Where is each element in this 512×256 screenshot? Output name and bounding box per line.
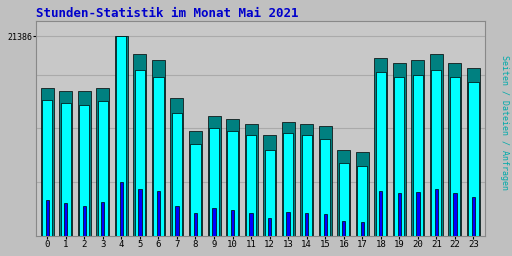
Bar: [435, 189, 438, 236]
Bar: [157, 191, 160, 236]
Bar: [115, 36, 128, 236]
Bar: [172, 113, 182, 236]
Bar: [324, 215, 327, 236]
Bar: [393, 63, 406, 236]
Bar: [227, 131, 238, 236]
Bar: [98, 101, 108, 236]
Bar: [342, 221, 346, 236]
Bar: [138, 189, 141, 236]
Bar: [116, 36, 126, 236]
Bar: [268, 218, 271, 236]
Bar: [101, 202, 104, 236]
Text: Seiten / Dateien / Anfragen: Seiten / Dateien / Anfragen: [500, 55, 509, 190]
Bar: [135, 70, 145, 236]
Bar: [282, 122, 294, 236]
Bar: [431, 70, 441, 236]
Bar: [59, 91, 72, 236]
Bar: [430, 54, 443, 236]
Bar: [467, 68, 480, 236]
Bar: [472, 197, 475, 236]
Bar: [175, 206, 179, 236]
Bar: [300, 124, 313, 236]
Bar: [356, 152, 369, 236]
Bar: [283, 133, 293, 236]
Bar: [189, 131, 202, 236]
Bar: [64, 203, 68, 236]
Bar: [79, 105, 90, 236]
Bar: [226, 119, 239, 236]
Bar: [96, 88, 109, 236]
Bar: [394, 77, 404, 236]
Bar: [374, 58, 387, 236]
Bar: [357, 166, 368, 236]
Bar: [320, 139, 330, 236]
Bar: [265, 150, 275, 236]
Bar: [78, 91, 91, 236]
Bar: [42, 101, 52, 236]
Bar: [170, 98, 183, 236]
Bar: [360, 222, 364, 236]
Bar: [318, 126, 332, 236]
Bar: [263, 135, 276, 236]
Bar: [82, 206, 86, 236]
Bar: [190, 144, 201, 236]
Bar: [449, 63, 461, 236]
Bar: [231, 210, 234, 236]
Bar: [337, 150, 350, 236]
Bar: [413, 75, 423, 236]
Bar: [411, 60, 424, 236]
Bar: [209, 129, 219, 236]
Bar: [246, 135, 256, 236]
Bar: [376, 72, 386, 236]
Bar: [46, 200, 49, 236]
Bar: [207, 116, 221, 236]
Bar: [245, 124, 258, 236]
Bar: [60, 103, 71, 236]
Bar: [153, 77, 163, 236]
Bar: [302, 135, 312, 236]
Bar: [338, 163, 349, 236]
Bar: [453, 193, 457, 236]
Bar: [152, 60, 165, 236]
Bar: [450, 77, 460, 236]
Bar: [287, 212, 290, 236]
Bar: [120, 182, 123, 236]
Bar: [249, 212, 253, 236]
Bar: [379, 191, 382, 236]
Bar: [41, 88, 54, 236]
Bar: [194, 212, 197, 236]
Bar: [134, 54, 146, 236]
Bar: [305, 212, 308, 236]
Bar: [398, 193, 401, 236]
Text: Stunden-Statistik im Monat Mai 2021: Stunden-Statistik im Monat Mai 2021: [36, 7, 298, 20]
Bar: [468, 82, 479, 236]
Bar: [212, 208, 216, 236]
Bar: [416, 192, 419, 236]
